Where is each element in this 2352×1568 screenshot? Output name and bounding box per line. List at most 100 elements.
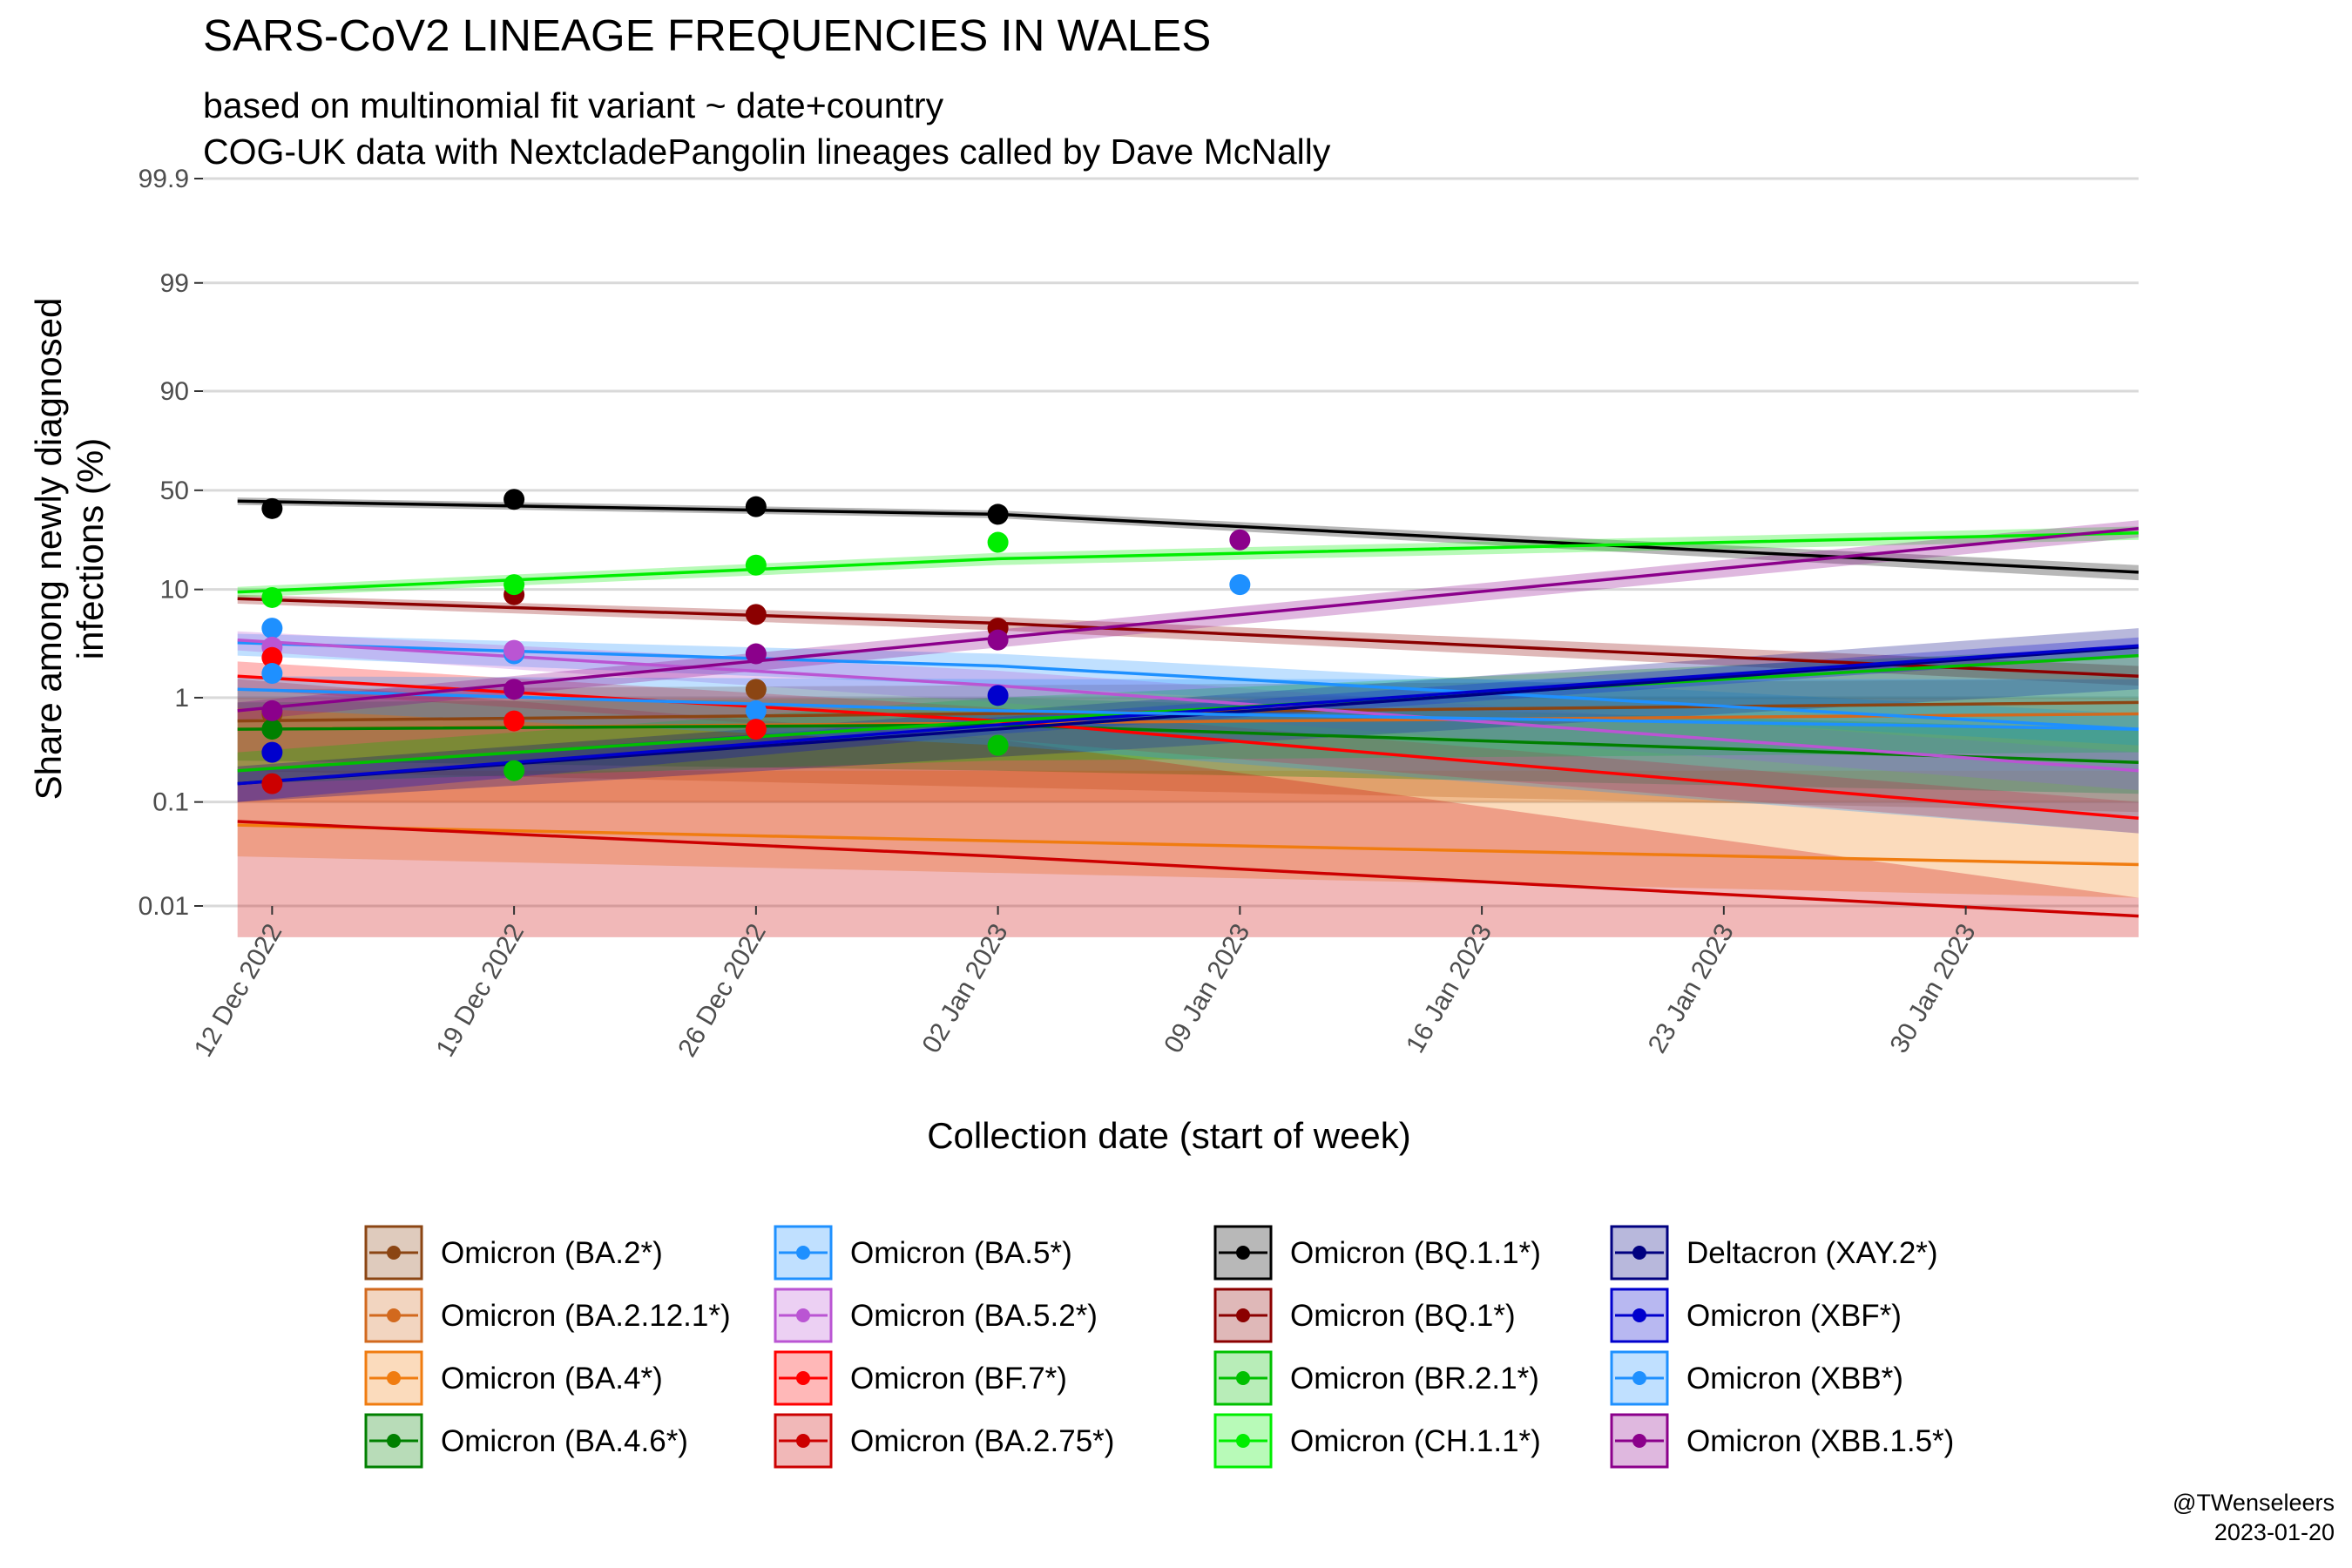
data-point-omicron-br-2-1 [504,760,525,781]
legend-label: Omicron (BA.4.6*) [441,1424,688,1458]
ribbon-omicron-ba-2-75 [237,679,2139,937]
data-point-omicron-ba-4-6 [261,719,283,740]
legend-item-omicron-br-2-1: Omicron (BR.2.1*) [1213,1350,1539,1406]
data-point-omicron-bq-1-1 [504,489,525,510]
legend-item-omicron-ba-5-2: Omicron (BA.5.2*) [774,1288,1098,1343]
data-point-omicron-bq-1-1 [261,497,283,519]
legend-swatch-point [796,1308,810,1322]
legend-label: Omicron (BF.7*) [850,1362,1067,1396]
y-tick-label: 0.1 [152,788,189,817]
y-tick-label: 90 [160,377,189,406]
legend-item-omicron-ba-4-6: Omicron (BA.4.6*) [364,1413,688,1469]
legend-swatch-point [1236,1434,1250,1448]
data-point-omicron-xbb-1-5 [504,679,525,700]
legend-swatch-point [1632,1308,1646,1322]
legend-label: Omicron (BA.4*) [441,1362,663,1396]
x-tick-label: 19 Dec 2022 [431,919,531,1062]
data-point-omicron-bf-7 [504,710,525,732]
x-tick-label: 16 Jan 2023 [1401,919,1497,1058]
y-tick-label: 50 [160,476,189,505]
legend-item-omicron-bf-7: Omicron (BF.7*) [774,1350,1067,1406]
ribbon-omicron-bq-1 [237,594,2139,686]
data-point-omicron-xbb-1-5 [1229,529,1251,551]
fit-line-omicron-xbb-1-5 [237,526,2139,713]
data-point-omicron-br-2-1 [987,734,1009,756]
legend-swatch-point [1632,1371,1646,1385]
x-tick-label: 02 Jan 2023 [917,919,1014,1058]
data-point-omicron-bq-1-1 [745,496,767,517]
data-point-omicron-ba-5-2 [504,639,525,661]
legend-swatch-point [1632,1434,1646,1448]
legend-label: Omicron (XBB*) [1686,1362,1903,1396]
data-point-omicron-xbb-1-5 [745,643,767,665]
data-point-omicron-xbf [987,685,1009,706]
x-tick-label: 23 Jan 2023 [1643,919,1740,1058]
legend-item-omicron-xbf: Omicron (XBF*) [1610,1288,1902,1343]
legend-label: Omicron (XBF*) [1686,1299,1902,1333]
legend-item-omicron-ba-2-12-1: Omicron (BA.2.12.1*) [364,1288,731,1343]
legend-label: Omicron (CH.1.1*) [1290,1424,1541,1458]
legend-item-omicron-ch-1-1: Omicron (CH.1.1*) [1213,1413,1541,1469]
fit-line-omicron-ba-4 [237,823,2139,867]
legend-label: Omicron (BA.5*) [850,1236,1072,1270]
legend-label: Omicron (BA.2.75*) [850,1424,1114,1458]
caption-date: 2023-01-20 [2214,1519,2335,1545]
x-tick-label: 12 Dec 2022 [189,919,288,1062]
y-axis-ticks: 0.01 0.1 1 10 50 90 99 99.9 [139,165,203,921]
x-tick-label: 30 Jan 2023 [1885,919,1982,1058]
fit-line-omicron-ba-5 [237,641,2139,731]
legend-swatch-point [1236,1308,1250,1322]
legend-item-omicron-ba-2-75: Omicron (BA.2.75*) [774,1413,1114,1469]
legend: Omicron (BA.2*) Omicron (BA.2.12.1*) Omicr… [364,1225,1954,1469]
chart-subtitle-line-2: COG-UK data with NextcladePangolin linea… [203,132,1331,172]
data-point-omicron-ch-1-1 [987,531,1009,553]
data-point-omicron-ch-1-1 [504,574,525,596]
chart-title: SARS-CoV2 LINEAGE FREQUENCIES IN WALES [203,10,1211,60]
legend-label: Omicron (BQ.1.1*) [1290,1236,1541,1270]
data-point-omicron-xbb [261,663,283,685]
data-point-omicron-xbb-1-5 [261,700,283,721]
data-point-omicron-ba-2 [745,679,767,700]
data-point-omicron-ch-1-1 [745,554,767,576]
y-tick-label: 0.01 [139,892,189,921]
y-axis-title-line-2: infections (%) [70,438,111,659]
legend-label: Omicron (BA.2.12.1*) [441,1299,731,1333]
data-point-omicron-ch-1-1 [261,586,283,608]
legend-item-omicron-xbb: Omicron (XBB*) [1610,1350,1903,1406]
data-point-omicron-bq-1 [745,604,767,625]
y-axis-title-line-1: Share among newly diagnosed [28,298,69,801]
data-point-omicron-bf-7 [261,646,283,668]
legend-swatch-point [796,1434,810,1448]
fit-line-omicron-ba-2-75 [237,820,2139,918]
legend-label: Omicron (BQ.1*) [1290,1299,1516,1333]
data-point-omicron-ba-5 [745,700,767,721]
legend-swatch-point [1632,1246,1646,1260]
legend-label: Omicron (XBB.1.5*) [1686,1424,1954,1458]
legend-label: Omicron (BR.2.1*) [1290,1362,1539,1396]
legend-swatch-point [387,1434,401,1448]
x-tick-label: 09 Jan 2023 [1159,919,1255,1058]
legend-swatch-point [1236,1246,1250,1260]
observed-points [261,489,1251,794]
ribbon-omicron-ba-4 [237,770,2139,898]
y-tick-label: 10 [160,576,189,605]
legend-swatch-point [387,1308,401,1322]
data-point-omicron-xbf [261,741,283,763]
ribbon-omicron-ba-2-12-1 [237,697,2139,802]
y-tick-label: 99.9 [139,165,189,193]
fit-line-omicron-xbb [237,687,2139,731]
legend-label: Deltacron (XAY.2*) [1686,1236,1938,1270]
legend-label: Omicron (BA.2*) [441,1236,663,1270]
fit-line-omicron-br-2-1 [237,653,2139,773]
y-tick-label: 99 [160,269,189,298]
legend-item-omicron-ba-5: Omicron (BA.5*) [774,1225,1072,1281]
legend-item-omicron-ba-2: Omicron (BA.2*) [364,1225,663,1281]
data-point-omicron-bf-7 [745,719,767,740]
fit-line-omicron-xbf [237,644,2139,786]
legend-swatch-point [387,1246,401,1260]
fit-line-omicron-ch-1-1 [237,531,2139,594]
legend-swatch-point [387,1371,401,1385]
chart-subtitle-line-1: based on multinomial fit variant ~ date+… [203,85,944,125]
caption-author: @TWenseleers [2173,1490,2335,1516]
legend-swatch-point [1236,1371,1250,1385]
